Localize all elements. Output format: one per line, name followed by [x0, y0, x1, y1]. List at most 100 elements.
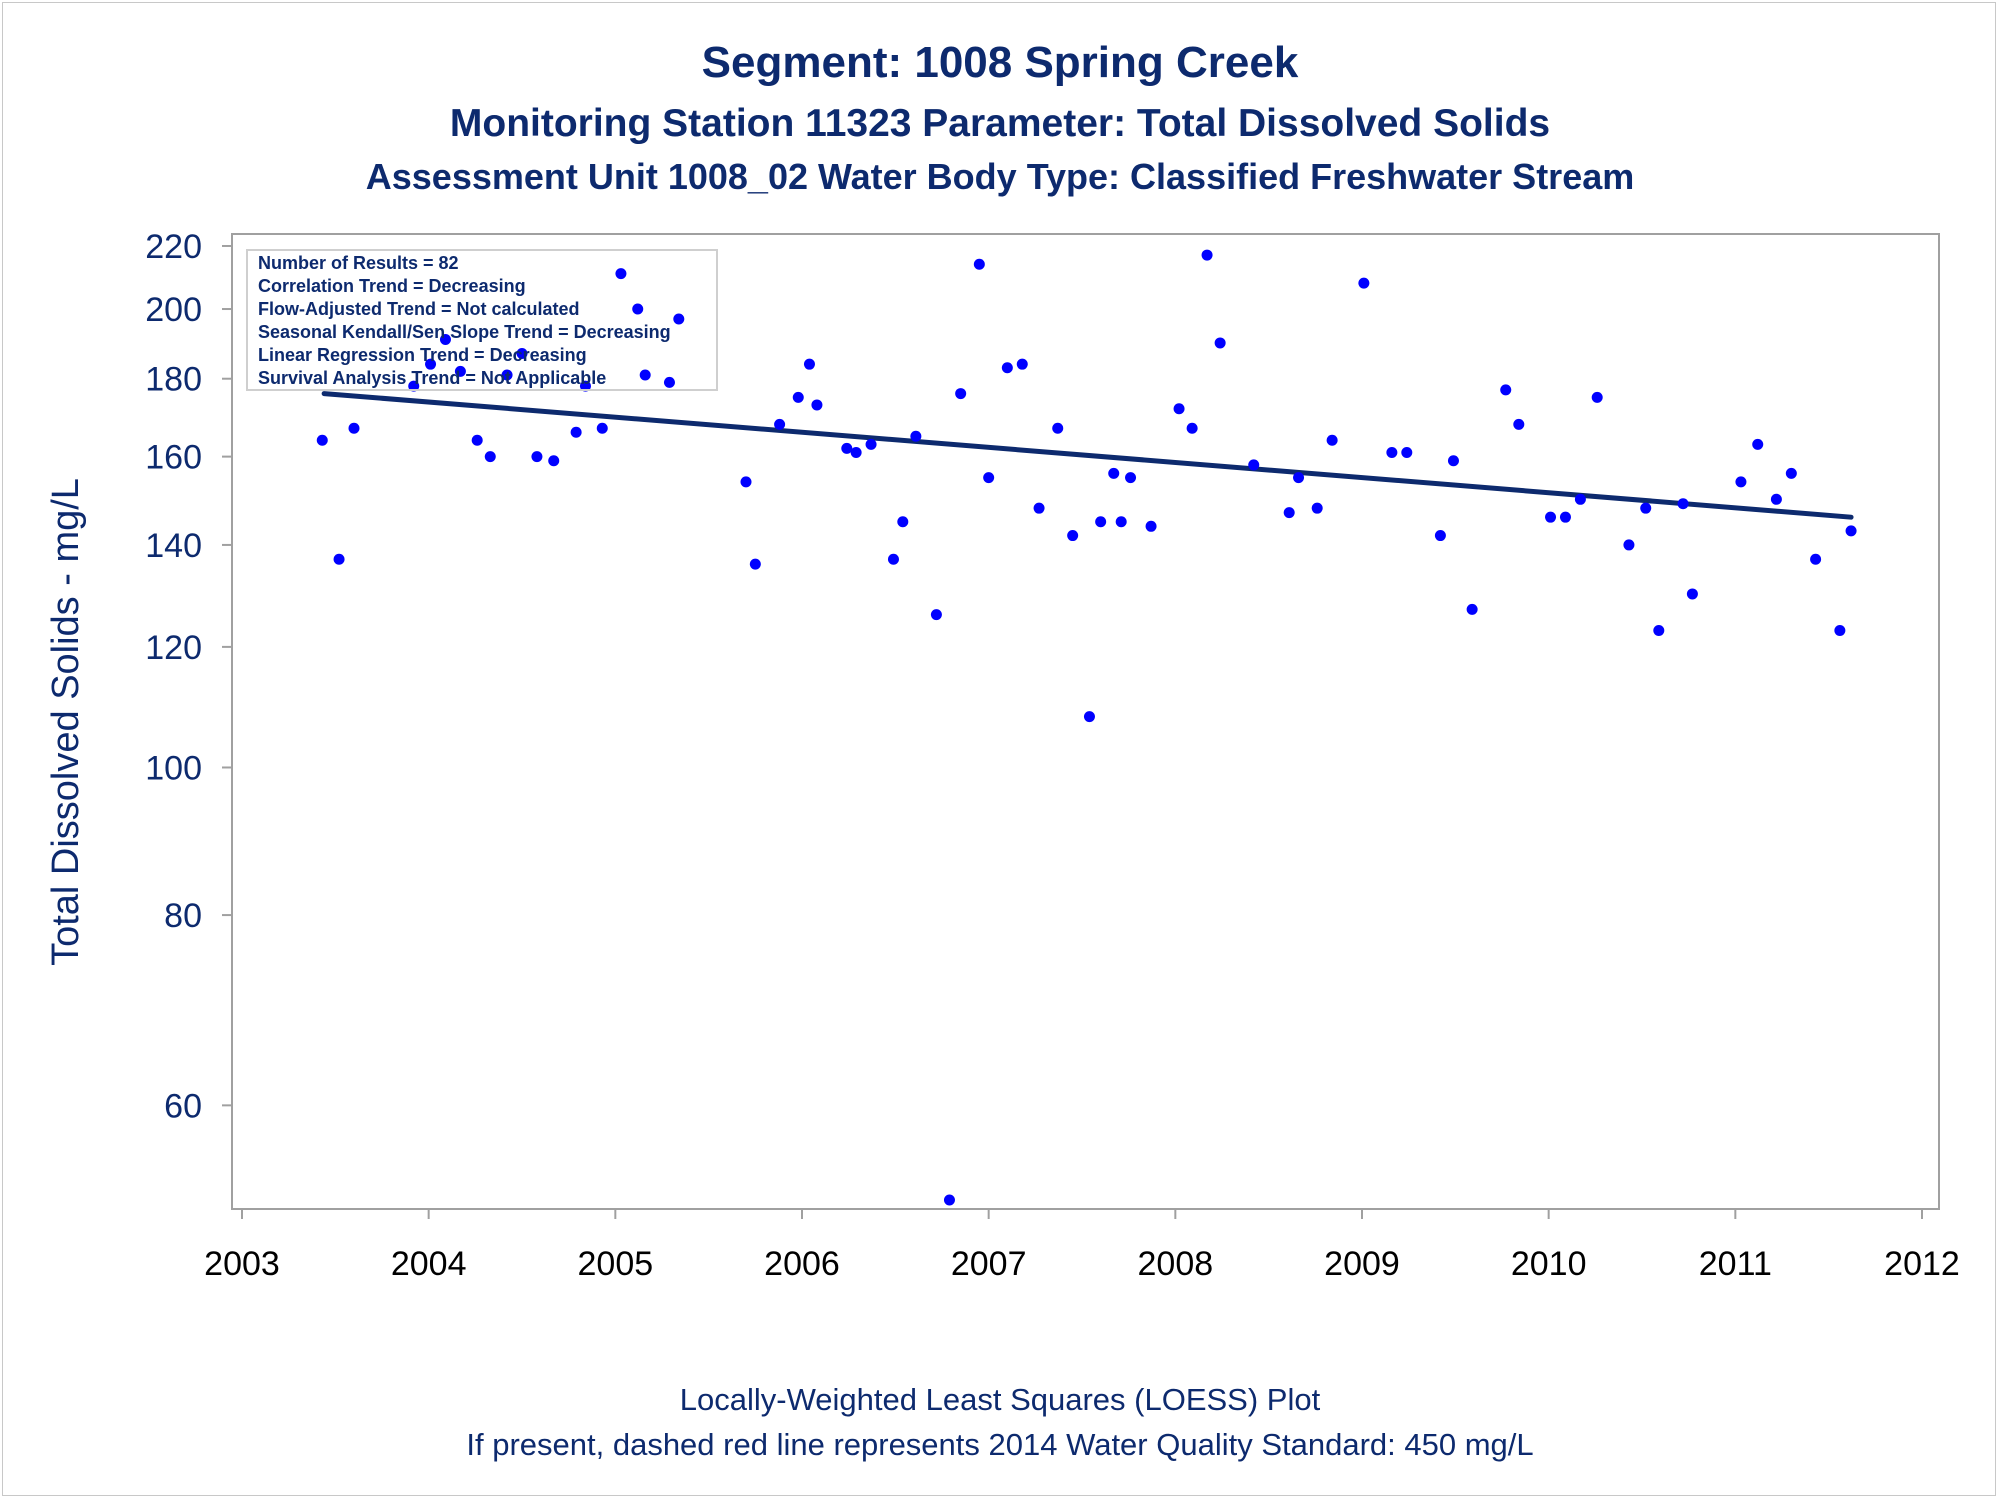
- data-point: [749, 558, 761, 570]
- data-point: [425, 358, 437, 370]
- data-point: [910, 430, 922, 442]
- x-axis: 2003 2004 2005 2006 2007 2008 2009 2010 2011 2012: [204, 1209, 1960, 1283]
- data-point: [316, 434, 328, 446]
- data-point: [1640, 502, 1652, 514]
- data-point: [1125, 472, 1137, 484]
- data-point: [1386, 446, 1398, 458]
- data-point: [516, 347, 528, 359]
- stats-line: Flow-Adjusted Trend = Not calculated: [258, 299, 580, 319]
- data-point: [1401, 446, 1413, 458]
- data-point: [1513, 418, 1525, 430]
- data-point: [1145, 520, 1157, 532]
- data-point: [1591, 391, 1603, 403]
- data-point: [1466, 603, 1478, 615]
- data-point: [850, 446, 862, 458]
- data-points: [316, 249, 1857, 1206]
- data-point: [1500, 384, 1512, 396]
- data-point: [1447, 455, 1459, 467]
- y-tick-label: 80: [164, 897, 202, 935]
- data-point: [1067, 530, 1079, 542]
- chart-subtitle-station: Monitoring Station 11323 Parameter: Tota…: [449, 102, 1551, 145]
- data-point: [1845, 525, 1857, 537]
- data-point: [531, 451, 543, 463]
- data-point: [1214, 337, 1226, 349]
- data-point: [955, 388, 967, 400]
- data-point: [1283, 507, 1295, 519]
- y-tick-label: 200: [145, 291, 202, 329]
- data-point: [1248, 459, 1260, 471]
- data-point: [1173, 403, 1185, 415]
- data-point: [943, 1194, 955, 1206]
- data-point: [454, 365, 466, 377]
- x-tick-label: 2006: [764, 1245, 840, 1283]
- y-tick-label: 60: [164, 1087, 202, 1125]
- data-point: [548, 455, 560, 467]
- data-point: [973, 258, 985, 270]
- data-point: [792, 391, 804, 403]
- data-point: [1785, 467, 1797, 479]
- data-point: [1686, 588, 1698, 600]
- data-point: [348, 422, 360, 434]
- data-point: [639, 369, 651, 381]
- y-axis: 60 80 100 120 140 160 180 200 220: [145, 228, 232, 1125]
- x-tick-label: 2008: [1138, 1245, 1214, 1283]
- data-point: [1559, 511, 1571, 523]
- data-point: [774, 418, 786, 430]
- data-point: [865, 438, 877, 450]
- stats-line: Linear Regression Trend = Decreasing: [258, 345, 587, 365]
- data-point: [471, 434, 483, 446]
- data-point: [1574, 493, 1586, 505]
- data-point: [803, 358, 815, 370]
- data-point: [1434, 530, 1446, 542]
- stats-line: Survival Analysis Trend = Not Applicable: [258, 368, 606, 388]
- trend-line-group: [321, 391, 1854, 520]
- x-tick-label: 2010: [1511, 1245, 1587, 1283]
- x-tick-label: 2011: [1699, 1245, 1772, 1283]
- data-point: [1108, 467, 1120, 479]
- y-tick-label: 100: [145, 749, 202, 787]
- chart-subtitle-assessment: Assessment Unit 1008_02 Water Body Type:…: [365, 156, 1635, 197]
- data-point: [930, 609, 942, 621]
- data-point: [1752, 438, 1764, 450]
- trend-line: [321, 391, 1854, 520]
- data-point: [1834, 625, 1846, 637]
- y-axis-label: Total Dissolved Solids - mg/L: [45, 478, 87, 966]
- data-point: [333, 553, 345, 565]
- x-tick-label: 2005: [578, 1245, 654, 1283]
- y-tick-label: 160: [145, 439, 202, 477]
- data-point: [1293, 472, 1305, 484]
- data-point: [1016, 358, 1028, 370]
- data-point: [673, 313, 685, 325]
- stats-line: Number of Results = 82: [258, 253, 459, 273]
- stats-line: Seasonal Kendall/Sen Slope Trend = Decre…: [258, 322, 671, 342]
- y-tick-label: 140: [145, 527, 202, 565]
- data-point: [887, 553, 899, 565]
- data-point: [570, 426, 582, 438]
- data-point: [596, 422, 608, 434]
- data-point: [1311, 502, 1323, 514]
- x-tick-label: 2012: [1884, 1245, 1960, 1283]
- data-point: [632, 303, 644, 315]
- data-point: [1770, 493, 1782, 505]
- data-point: [1326, 434, 1338, 446]
- data-point: [1677, 498, 1689, 510]
- y-tick-label: 120: [145, 629, 202, 667]
- data-point: [439, 333, 451, 345]
- data-point: [1810, 553, 1822, 565]
- data-point: [1545, 511, 1557, 523]
- data-point: [1083, 711, 1095, 723]
- data-point: [811, 399, 823, 411]
- data-point: [983, 472, 995, 484]
- stats-box: Number of Results = 82 Correlation Trend …: [246, 249, 718, 391]
- data-point: [1115, 516, 1127, 528]
- data-point: [484, 451, 496, 463]
- plot-area-border: [231, 233, 1940, 1210]
- data-point: [1735, 476, 1747, 488]
- y-tick-label: 220: [145, 228, 202, 266]
- data-point: [579, 380, 591, 392]
- data-point: [740, 476, 752, 488]
- data-point: [1095, 516, 1107, 528]
- data-point: [897, 516, 909, 528]
